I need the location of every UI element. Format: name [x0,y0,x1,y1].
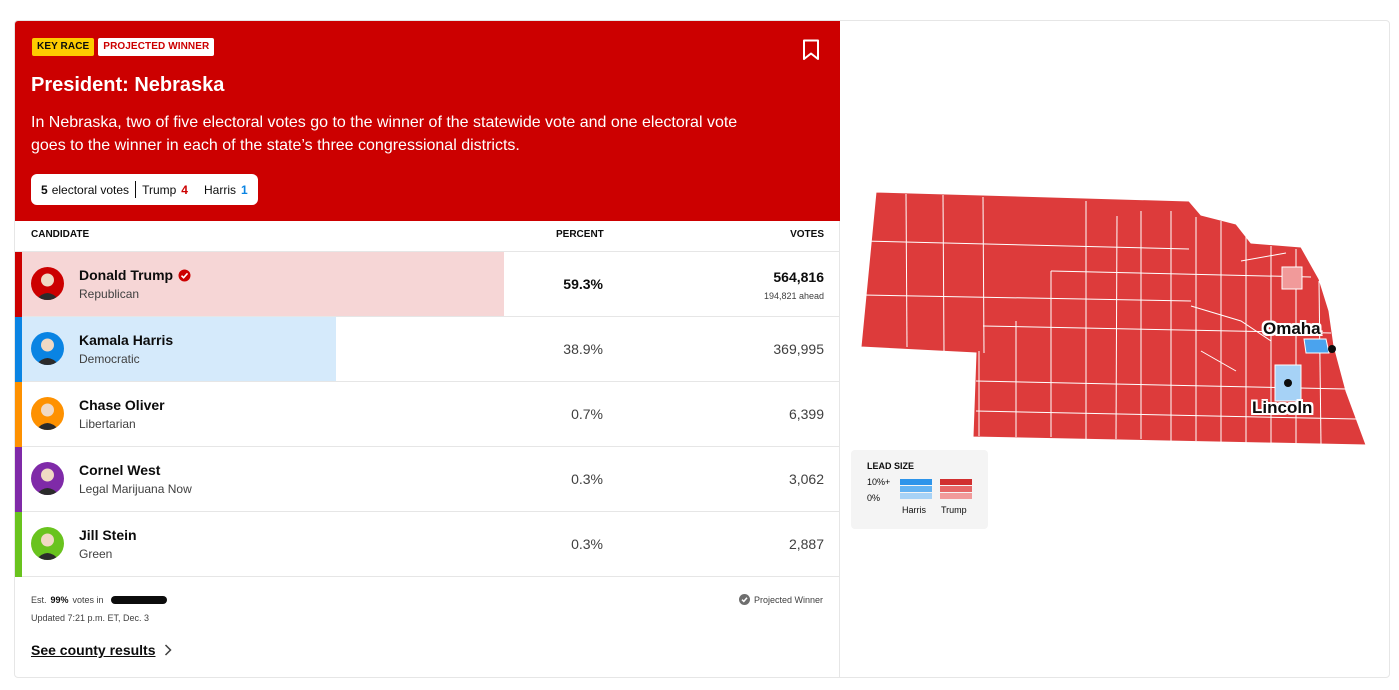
harris-swatch-low [900,493,932,499]
candidate-name: Jill Stein [79,527,137,543]
updated-timestamp: Updated 7:21 p.m. ET, Dec. 3 [31,613,150,623]
candidate-row: Donald Trump Republican 59.3% 564,816 194,82… [15,252,840,317]
legend-harris-label: Harris [902,505,926,515]
trump-swatch-mid [940,486,972,492]
column-candidate: CANDIDATE [31,229,90,240]
trump-swatch-high [940,479,972,485]
candidate-name: Cornel West [79,462,160,478]
race-header: KEY RACE PROJECTED WINNER President: Neb… [15,21,840,221]
candidate-percent: 0.7% [571,406,603,422]
winner-check-icon [178,269,191,281]
candidate-votes: 369,995 [773,341,824,357]
legend-high: 10%+ [867,477,891,487]
lincoln-label: Lincoln [1252,398,1313,417]
see-county-results-link[interactable]: See county results [31,642,172,658]
race-card: KEY RACE PROJECTED WINNER President: Neb… [14,20,1390,678]
candidate-avatar [31,462,64,495]
candidate-percent: 59.3% [563,276,603,292]
vote-share-bar [15,317,336,381]
key-race-badge: KEY RACE [32,38,95,56]
candidate-name: Donald Trump [79,267,191,283]
party-color-stripe [15,382,22,447]
candidate-name-text: Chase Oliver [79,397,165,413]
candidate-percent: 0.3% [571,536,603,552]
ev-harris-label: Harris [203,182,236,197]
results-column-headers: CANDIDATE PERCENT VOTES [15,221,840,252]
column-votes: VOTES [790,229,824,240]
candidate-party: Legal Marijuana Now [79,482,192,496]
projected-winner-key: Projected Winner [738,594,823,605]
candidate-party: Green [79,547,113,561]
projected-winner-badge: PROJECTED WINNER [98,38,215,56]
ev-total: 5 [41,182,48,197]
map-panel: Omaha Lincoln LEAD SIZE 10%+ 0% Harris T… [841,21,1389,677]
ev-harris-count: 1 [240,182,248,197]
candidate-party: Republican [79,287,140,301]
electoral-votes-summary: 5 electoral votes Trump 4 Harris 1 [31,174,258,205]
candidate-name-text: Kamala Harris [79,332,174,348]
candidate-row: Chase Oliver Libertarian 0.7% 6,399 [15,382,840,447]
candidate-votes: 2,887 [788,536,824,552]
votes-in-progress-bar [110,596,167,604]
party-color-stripe [15,512,22,577]
candidate-avatar [31,332,64,365]
ev-trump-label: Trump [142,182,177,197]
candidate-name: Kamala Harris [79,332,173,348]
legend-trump-label: Trump [941,505,967,515]
party-color-stripe [15,252,22,317]
votes-ahead: 194,821 ahead [763,291,824,301]
party-color-stripe [15,447,22,512]
trump-swatch-low [940,493,972,499]
race-title: President: Nebraska [31,74,225,96]
legend-low: 0% [867,493,881,503]
results-panel: KEY RACE PROJECTED WINNER President: Neb… [15,21,840,677]
candidate-name-text: Cornel West [79,462,161,478]
candidate-row: Kamala Harris Democratic 38.9% 369,995 [15,317,840,382]
lincoln-marker [1284,379,1292,387]
see-county-label: See county results [31,642,156,658]
candidate-avatar [31,397,64,430]
omaha-marker [1328,345,1336,353]
nebraska-county-map[interactable] [841,21,1389,461]
lead-size-legend: LEAD SIZE 10%+ 0% Harris Trump [851,450,988,529]
county-lean-trump[interactable] [1281,266,1303,290]
column-percent: PERCENT [556,229,604,240]
candidate-votes: 6,399 [788,406,824,422]
candidate-party: Democratic [79,352,140,366]
state-shape [860,191,1367,446]
vote-share-bar [15,252,504,316]
candidate-row: Jill Stein Green 0.3% 2,887 [15,512,840,577]
est-percent: 99% [50,595,69,605]
candidate-avatar [31,267,64,300]
bookmark-icon[interactable] [802,39,820,61]
candidate-party: Libertarian [79,417,136,431]
est-suffix: votes in [72,595,104,605]
candidate-votes: 564,816 [773,269,824,285]
harris-swatch-mid [900,486,932,492]
candidate-name-text: Jill Stein [79,527,137,543]
harris-swatch-high [900,479,932,485]
candidate-votes: 3,062 [788,471,824,487]
candidate-row: Cornel West Legal Marijuana Now 0.3% 3,062 [15,447,840,512]
candidate-avatar [31,527,64,560]
chevron-right-icon [164,644,172,656]
candidate-name-text: Donald Trump [79,267,174,283]
party-color-stripe [15,317,22,382]
ev-label: electoral votes [51,182,130,197]
est-prefix: Est. [31,595,47,605]
ev-trump-count: 4 [181,182,188,197]
votes-in-estimate: Est. 99% votes in [31,595,167,605]
omaha-label: Omaha [1263,319,1321,338]
candidate-percent: 0.3% [571,471,603,487]
legend-title: LEAD SIZE [867,461,915,471]
check-circle-icon [738,594,750,605]
county-douglas-harris[interactable] [1303,338,1330,354]
race-description: In Nebraska, two of five electoral votes… [31,114,738,154]
candidate-percent: 38.9% [563,341,603,357]
candidate-name: Chase Oliver [79,397,165,413]
projected-winner-text: Projected Winner [753,594,823,605]
